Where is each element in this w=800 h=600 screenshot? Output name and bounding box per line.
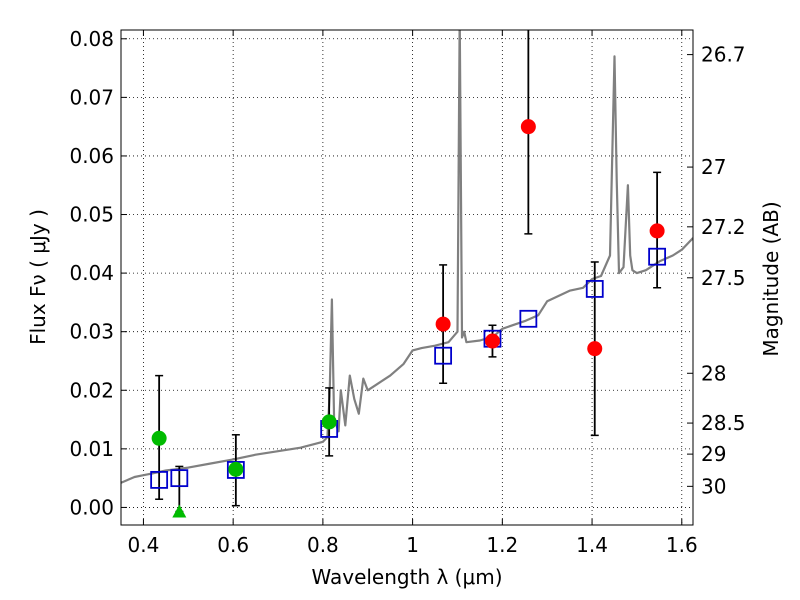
x-tick-label: 0.4 xyxy=(128,533,160,557)
plot-content xyxy=(121,30,693,518)
y-tick-label: 0.03 xyxy=(69,320,114,344)
right-tick-label: 26.7 xyxy=(701,43,746,67)
y-tick-label: 0.00 xyxy=(69,495,114,519)
right-tick-label: 28.5 xyxy=(701,411,746,435)
observed-green-point xyxy=(228,461,244,477)
observed-green-point xyxy=(321,414,337,430)
model-photometry-square xyxy=(648,247,667,266)
model-photometry-square xyxy=(150,470,169,489)
model-spectrum-line xyxy=(121,30,693,484)
right-tick-label: 27.5 xyxy=(701,266,746,290)
observed-red-point xyxy=(435,316,451,332)
observed-green-point xyxy=(151,430,167,446)
right-tick-label: 30 xyxy=(701,474,726,498)
x-tick-label: 0.8 xyxy=(307,533,339,557)
y-tick-label: 0.04 xyxy=(69,261,114,285)
axis-ticks: 0.4 0.6 0.8 1 1.2 1.4 1.6 0.00 0.01 0.02 0.03 0.04 0… xyxy=(69,27,745,557)
observed-red-point xyxy=(520,119,536,135)
observed-red-point xyxy=(587,341,603,357)
x-tick-label: 1 xyxy=(406,533,419,557)
x-axis-label: Wavelength λ (μm) xyxy=(311,565,502,589)
y-axis-label: Flux Fν ( μJy ) xyxy=(26,209,50,345)
y-tick-label: 0.08 xyxy=(69,27,114,51)
x-tick-label: 1.2 xyxy=(486,533,518,557)
observed-red-point xyxy=(484,333,500,349)
right-tick-label: 27.2 xyxy=(701,215,746,239)
y-tick-label: 0.06 xyxy=(69,144,114,168)
model-photometry-square xyxy=(170,469,189,488)
x-tick-label: 0.6 xyxy=(217,533,249,557)
model-photometry-square xyxy=(585,280,604,298)
model-photometry-square xyxy=(519,309,538,328)
right-tick-label: 28 xyxy=(701,361,726,385)
y-tick-label: 0.02 xyxy=(69,378,114,402)
x-tick-label: 1.4 xyxy=(576,533,608,557)
plot-area xyxy=(121,30,693,525)
observed-red-point xyxy=(649,223,665,239)
right-tick-label: 29 xyxy=(701,442,726,466)
x-tick-label: 1.6 xyxy=(666,533,698,557)
y-axis-label-right: Magnitude (AB) xyxy=(759,201,783,356)
upper-limit-marker xyxy=(172,504,187,518)
model-photometry-square xyxy=(434,346,453,365)
right-tick-label: 27 xyxy=(701,155,726,179)
y-tick-label: 0.07 xyxy=(69,85,114,109)
y-tick-label: 0.01 xyxy=(69,437,114,461)
y-tick-label: 0.05 xyxy=(69,203,114,227)
